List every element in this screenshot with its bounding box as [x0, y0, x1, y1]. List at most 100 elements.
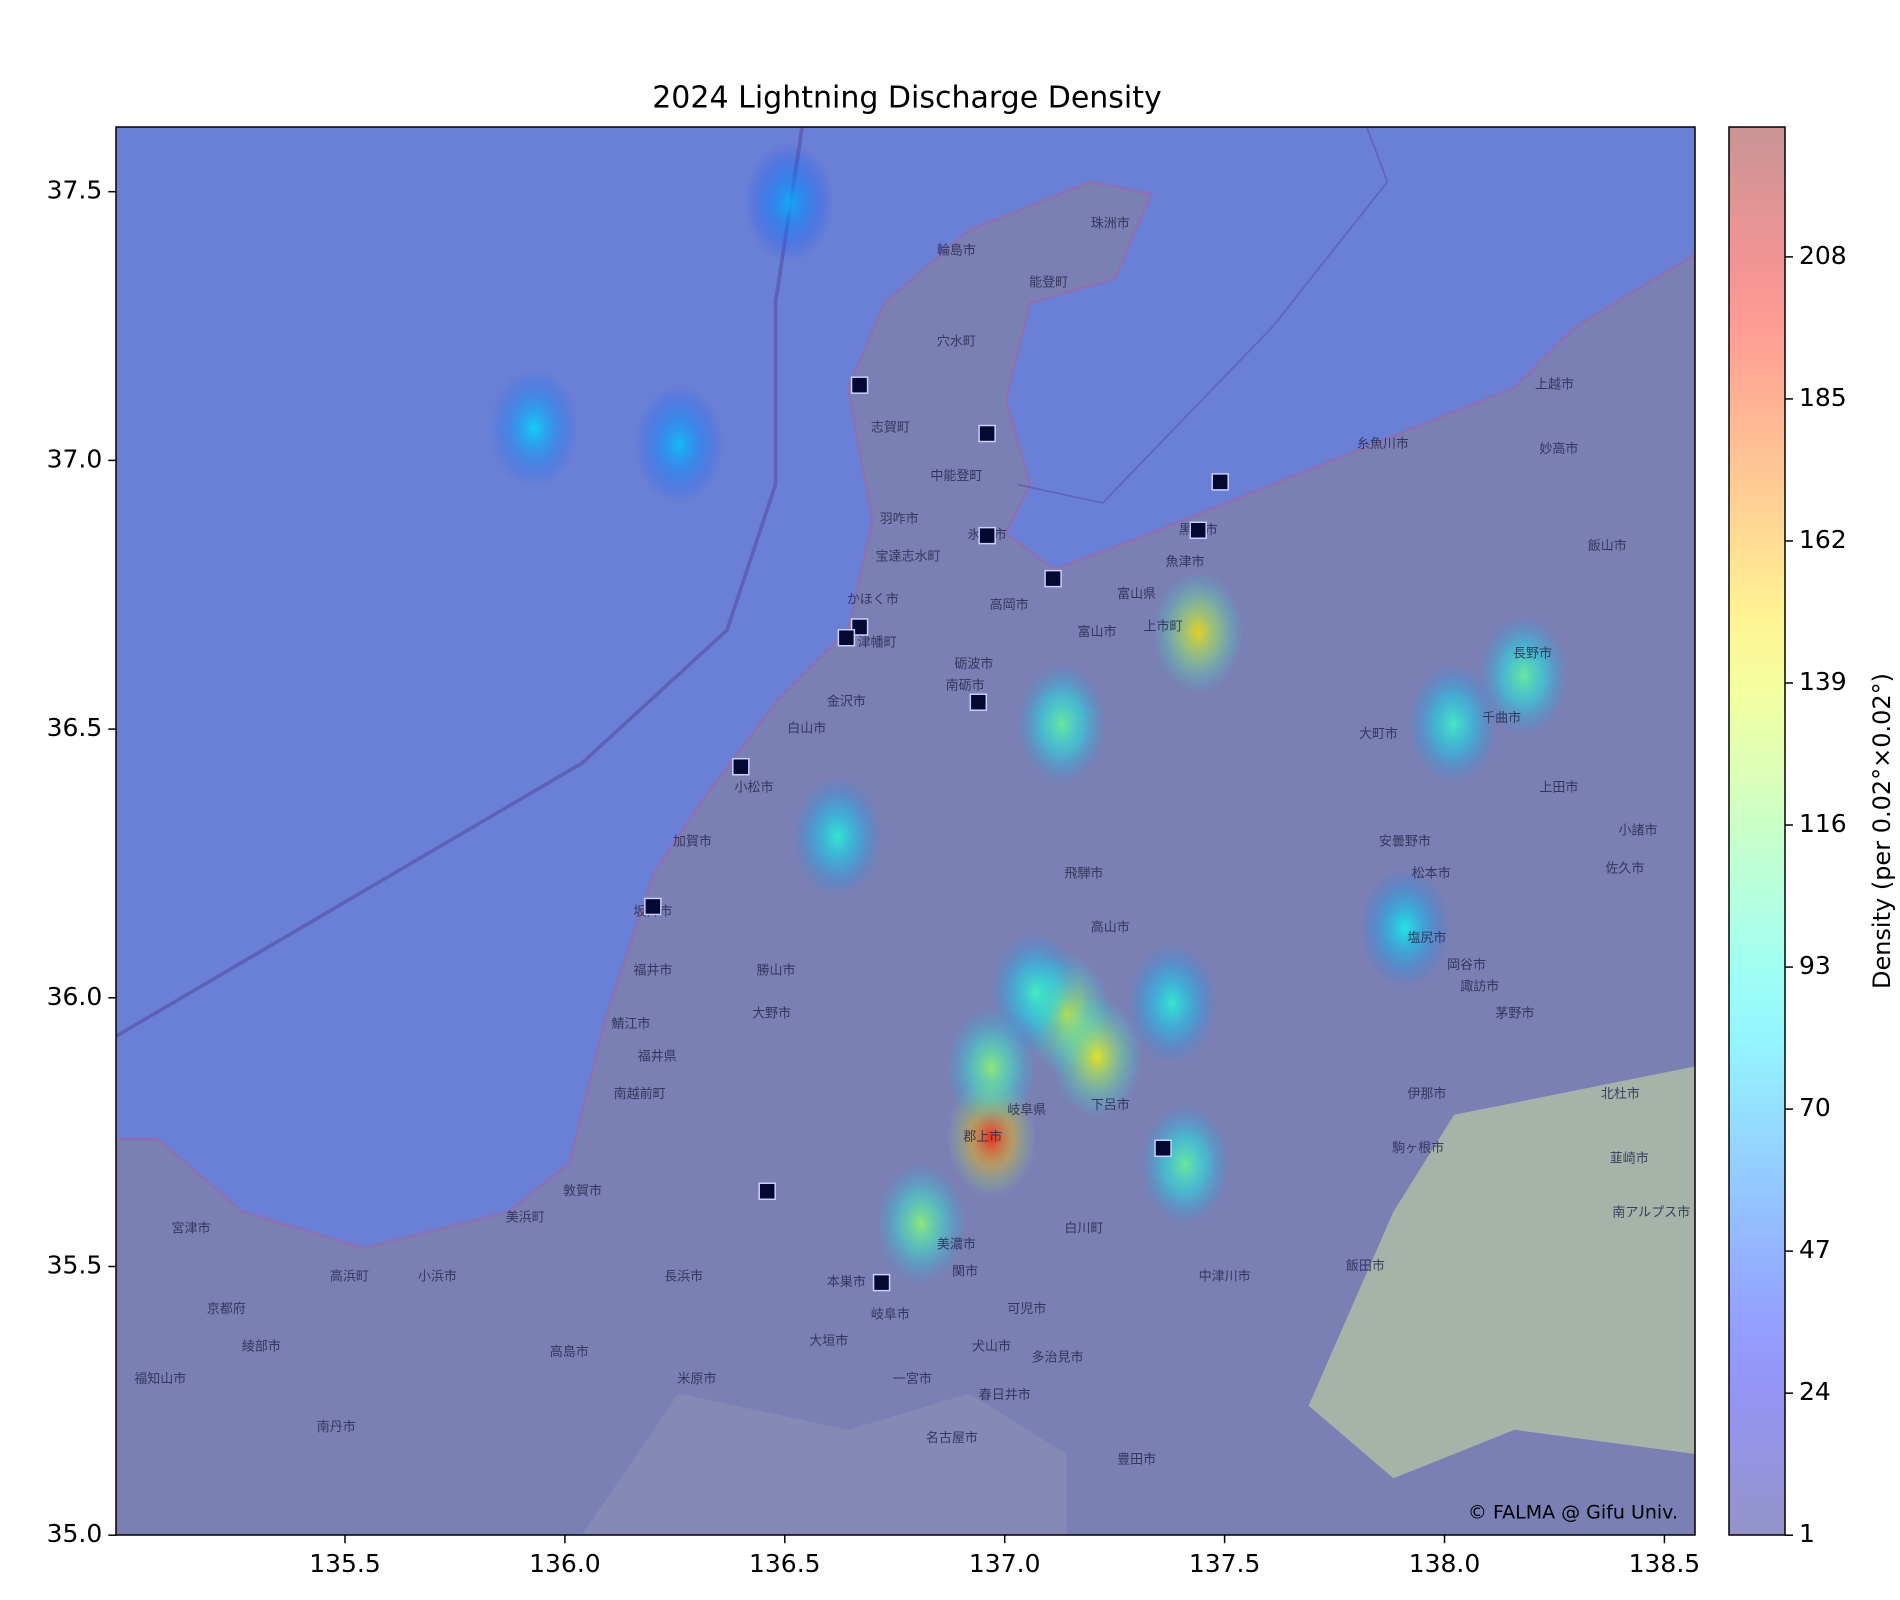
place-label: 南砺市 — [946, 678, 985, 694]
x-tick-label: 135.5 — [309, 1549, 381, 1578]
place-label: 小松市 — [735, 780, 774, 796]
density-hotspot — [1016, 663, 1107, 784]
colorbar-tick-label: 93 — [1799, 951, 1831, 980]
density-hotspot — [1408, 663, 1499, 784]
place-label: 輪島市 — [937, 242, 976, 258]
place-label: 岡谷市 — [1447, 957, 1486, 973]
place-label: 小浜市 — [418, 1269, 457, 1285]
colorbar-tick-label: 116 — [1799, 809, 1847, 838]
station-marker — [1044, 569, 1062, 588]
place-label: 魚津市 — [1166, 554, 1205, 570]
station-marker — [732, 757, 750, 776]
place-label: 妙高市 — [1539, 441, 1578, 457]
x-tick-label: 138.5 — [1629, 1549, 1701, 1578]
density-hotspot — [946, 1007, 1037, 1128]
y-tick-label: 36.0 — [47, 982, 103, 1011]
place-label: 大町市 — [1359, 726, 1398, 742]
place-label: 宮津市 — [172, 1220, 211, 1236]
place-label: 千曲市 — [1482, 710, 1521, 726]
density-hotspot — [1126, 943, 1217, 1064]
x-tick-label: 136.5 — [749, 1549, 821, 1578]
place-label: 加賀市 — [673, 833, 712, 849]
place-label: 小諸市 — [1619, 823, 1658, 839]
stations — [644, 376, 1229, 1292]
place-label: 諏訪市 — [1460, 979, 1499, 995]
station-marker — [644, 897, 662, 916]
place-label: 南アルプス市 — [1612, 1204, 1690, 1220]
place-label: 津幡町 — [858, 636, 897, 651]
place-label: 福知山市 — [134, 1371, 186, 1387]
place-label: 岐阜県 — [1007, 1102, 1046, 1118]
place-label: 京都府 — [207, 1302, 246, 1317]
colorbar-tick-label: 1 — [1799, 1519, 1815, 1548]
place-label: 糸魚川市 — [1357, 436, 1409, 452]
density-hotspot — [1478, 615, 1569, 736]
y-tick-label: 36.5 — [47, 713, 103, 742]
station-marker — [1154, 1139, 1172, 1158]
station-marker — [978, 424, 996, 443]
place-label: 白山市 — [787, 721, 826, 737]
place-label: 砺波市 — [954, 656, 993, 672]
station-marker — [872, 1273, 891, 1292]
y-tick-label: 35.0 — [47, 1519, 103, 1548]
y-tick-label: 37.0 — [47, 444, 103, 473]
place-label: 金沢市 — [827, 694, 866, 710]
colorbar-tick-label: 185 — [1799, 383, 1847, 412]
colorbar — [1728, 126, 1786, 1536]
colorbar-tick-label: 24 — [1799, 1377, 1831, 1406]
place-label: 北杜市 — [1601, 1086, 1640, 1102]
density-hotspot — [1140, 1104, 1231, 1225]
place-label: 下呂市 — [1091, 1097, 1130, 1113]
place-label: 春日井市 — [979, 1387, 1031, 1403]
place-label: 飯山市 — [1588, 538, 1627, 554]
colorbar-tick-label: 139 — [1799, 667, 1847, 696]
place-label: 宝達志水町 — [875, 550, 940, 565]
place-label: 本巣市 — [827, 1274, 866, 1290]
x-tick-label: 138.0 — [1409, 1549, 1481, 1578]
place-label: 美浜町 — [506, 1211, 545, 1226]
x-tick-label: 137.0 — [969, 1549, 1041, 1578]
place-label: 珠洲市 — [1091, 215, 1130, 231]
place-label: 能登町 — [1029, 276, 1068, 291]
station-marker — [850, 618, 869, 636]
density-hotspot — [1359, 867, 1450, 988]
axes-frame — [115, 126, 1696, 1536]
station-marker — [1189, 521, 1207, 540]
place-label: 綾部市 — [242, 1339, 281, 1355]
place-label: 松本市 — [1412, 866, 1451, 882]
place-label: 富山市 — [1078, 624, 1117, 640]
density-hotspot — [1052, 996, 1143, 1117]
place-label: 上田市 — [1539, 780, 1578, 796]
place-label: 岐阜市 — [871, 1306, 910, 1322]
place-label: 関市 — [952, 1263, 978, 1279]
y-tick-label: 37.5 — [47, 176, 103, 205]
attribution: © FALMA @ Gifu Univ. — [1468, 1502, 1678, 1524]
colorbar-tick-label: 70 — [1799, 1093, 1831, 1122]
density-hotspot — [744, 142, 835, 263]
place-label: 韮崎市 — [1610, 1151, 1649, 1167]
place-label: 安曇野市 — [1379, 833, 1431, 849]
x-tick-label: 136.0 — [529, 1549, 601, 1578]
place-label: 羽咋市 — [880, 511, 919, 527]
place-label: 名古屋市 — [926, 1430, 978, 1446]
place-label: 勝山市 — [756, 962, 795, 978]
place-label: 高岡市 — [990, 597, 1029, 613]
place-label: 長野市 — [1513, 645, 1552, 661]
colorbar-tick-label: 162 — [1799, 525, 1847, 554]
density-hotspot — [792, 776, 883, 897]
density-hotspot — [1153, 572, 1244, 693]
x-tick-label: 137.5 — [1189, 1549, 1261, 1578]
place-label: 富山県 — [1117, 586, 1156, 602]
colorbar-tick-label: 47 — [1799, 1235, 1831, 1264]
place-label: 伊那市 — [1407, 1086, 1446, 1102]
place-label: 福井県 — [638, 1049, 677, 1064]
place-label: かほく市 — [847, 592, 899, 608]
station-marker — [758, 1182, 776, 1201]
colorbar-tick-label: 208 — [1799, 241, 1847, 270]
place-label: 南越前町 — [614, 1086, 666, 1102]
density-hotspot — [876, 1163, 967, 1284]
place-label: 鯖江市 — [611, 1016, 650, 1032]
place-label: 大野市 — [752, 1005, 791, 1021]
place-label: 美濃市 — [937, 1237, 976, 1253]
